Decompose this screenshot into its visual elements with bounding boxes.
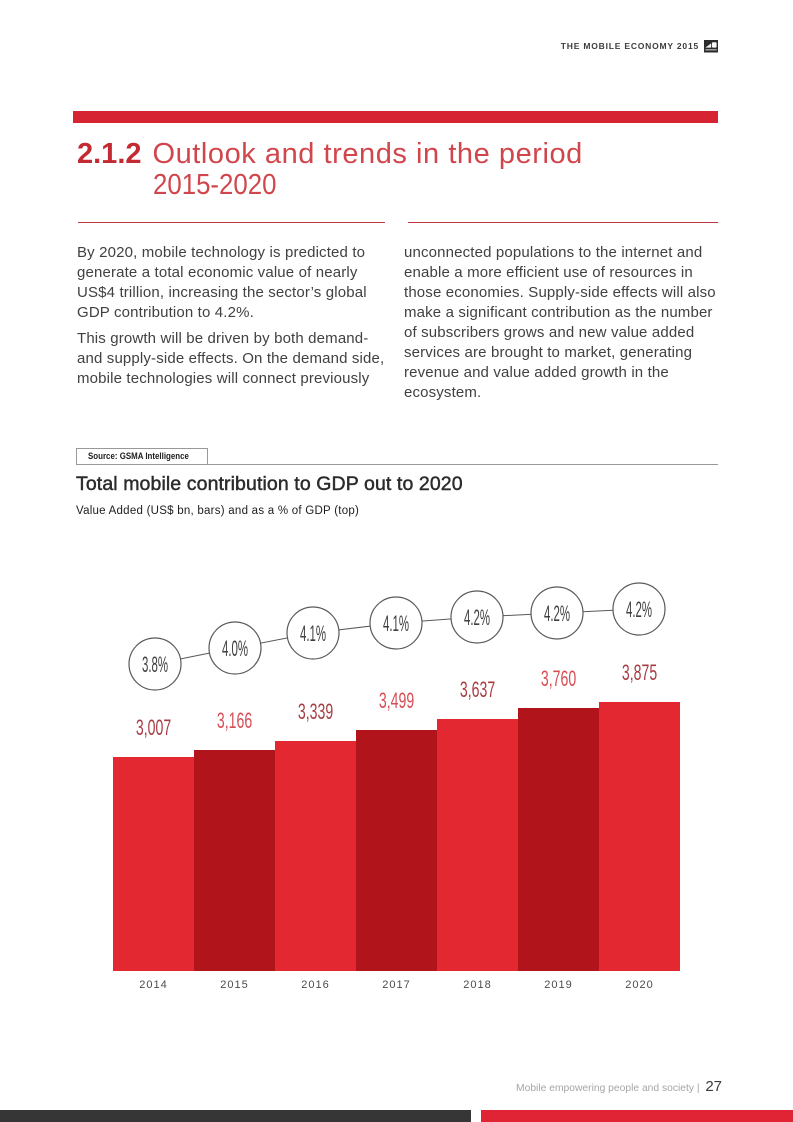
svg-text:4.2%: 4.2% (544, 601, 570, 626)
svg-text:4.1%: 4.1% (300, 621, 326, 646)
svg-text:4.2%: 4.2% (626, 597, 652, 622)
svg-text:4.2%: 4.2% (464, 605, 490, 630)
svg-text:3.8%: 3.8% (142, 652, 168, 677)
svg-text:4.0%: 4.0% (222, 636, 248, 661)
svg-text:4.1%: 4.1% (383, 611, 409, 636)
